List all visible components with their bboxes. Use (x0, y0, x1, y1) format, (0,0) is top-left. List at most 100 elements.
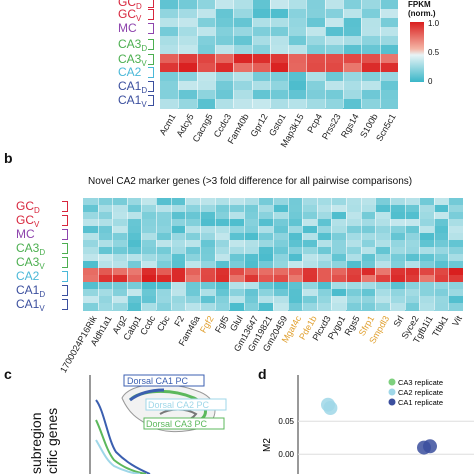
heatmap-b-cell (316, 289, 332, 297)
heatmap-b-cell (448, 212, 464, 220)
panel-c-label-box-ca1 (123, 374, 205, 387)
heatmap-b-cell (287, 254, 303, 262)
heatmap-b-cell (199, 275, 216, 283)
heatmap-a-cell (269, 63, 289, 73)
heatmap-b-cell (302, 282, 318, 290)
heatmap-b-cell (243, 296, 259, 304)
heatmap-a-cell (233, 72, 253, 82)
heatmap-a-cell (196, 0, 216, 10)
heatmap-a-cell (288, 81, 307, 91)
heatmap-b-cell (170, 282, 186, 290)
panel-d-point (423, 439, 437, 454)
heatmap-a-cell (361, 72, 381, 82)
heatmap-b-cell (448, 198, 464, 206)
heatmap-b-cell (156, 219, 172, 227)
panel-a-row-label-sub: D (141, 44, 148, 53)
heatmap-b-cell (156, 240, 172, 248)
heatmap-b-cell (316, 296, 332, 304)
panel-b-letter: b (4, 150, 13, 166)
panel-a-row-label-main: GC (118, 0, 136, 9)
heatmap-b-cell (126, 275, 142, 283)
heatmap-a-cell (361, 36, 381, 46)
heatmap-b-cell (229, 282, 245, 290)
heatmap-b-cell (199, 247, 216, 255)
heatmap-b-cell (360, 275, 376, 283)
heatmap-b-cell (97, 240, 113, 248)
heatmap-a-cell (324, 54, 344, 64)
heatmap-a-cell (251, 18, 271, 28)
heatmap-a-cell (251, 81, 271, 91)
heatmap-b-cell (83, 205, 99, 213)
heatmap-b-cell (316, 268, 332, 276)
heatmap-a-cell (233, 45, 253, 55)
heatmap-b-cell (273, 219, 289, 227)
heatmap-a-cell (160, 81, 179, 91)
heatmap-b-cell (229, 219, 245, 227)
heatmap-b-cell (346, 233, 362, 241)
heatmap-b-cell (287, 233, 303, 241)
heatmap-b-cell (389, 254, 406, 262)
heatmap-a-cell (233, 90, 253, 100)
heatmap-b-cell (258, 233, 274, 241)
heatmap-b-cell (419, 219, 435, 227)
heatmap-b-cell (433, 282, 449, 290)
heatmap-b-cell (273, 205, 289, 213)
panel-c-label-ca2: Dorsal CA2 PC (148, 400, 210, 410)
heatmap-b-cell (83, 303, 99, 311)
heatmap-b-cell (185, 212, 201, 220)
heatmap-a-gridline (269, 0, 271, 108)
heatmap-b-cell (331, 275, 347, 283)
heatmap-b-cell (170, 247, 186, 255)
heatmap-b-cell (199, 212, 216, 220)
heatmap-b-cell (448, 268, 464, 276)
panel-b-row-label-main: GC (16, 199, 34, 213)
panel-b-row-bracket (62, 257, 68, 268)
heatmap-b-cell (287, 226, 303, 234)
heatmap-b-cell (112, 261, 128, 269)
panel-c-label-box-ca3 (143, 417, 225, 430)
heatmap-b-cell (97, 282, 113, 290)
heatmap-b-cell (433, 296, 449, 304)
heatmap-a-cell (196, 90, 216, 100)
heatmap-b-cell (83, 261, 99, 269)
heatmap-a-cell (160, 90, 179, 100)
heatmap-a-cell (160, 36, 179, 46)
panel-a-row-bracket (148, 9, 154, 20)
panel-c-letter: c (4, 366, 12, 382)
heatmap-a-cell (214, 18, 234, 28)
heatmap-b-cell (360, 205, 376, 213)
heatmap-b-cell (243, 282, 259, 290)
heatmap-a-cell (288, 45, 307, 55)
panel-b-row-label-main: CA3 (16, 241, 40, 255)
heatmap-b-cell (243, 205, 259, 213)
heatmap-b-cell (404, 303, 420, 311)
heatmap-a-gridline (361, 0, 362, 108)
fpkm-gradient-bar (410, 22, 424, 82)
heatmap-b-cell (156, 247, 172, 255)
heatmap-a-cell (379, 36, 399, 46)
heatmap-b-cell (199, 268, 216, 276)
heatmap-b-cell (170, 254, 186, 262)
heatmap-b-cell (83, 198, 99, 206)
panel-c-label-ca1: Dorsal CA1 PC (127, 376, 189, 386)
heatmap-a-cell (178, 54, 198, 64)
heatmap-a-cell (269, 27, 289, 37)
heatmap-b-cell (389, 219, 406, 227)
heatmap-b-gridline (156, 198, 157, 310)
heatmap-a-cell (343, 54, 362, 64)
heatmap-b-cell (126, 205, 142, 213)
heatmap-a-cell (214, 27, 234, 37)
heatmap-b-cell (258, 275, 274, 283)
heatmap-b-cell (273, 296, 289, 304)
heatmap-b-gridline (199, 198, 201, 310)
heatmap-a-cell (288, 54, 307, 64)
heatmap-b-cell (302, 303, 318, 311)
heatmap-a-cell (288, 27, 307, 37)
heatmap-a-cell (306, 99, 326, 109)
heatmap-a-cell (288, 99, 307, 109)
heatmap-a-cell (160, 54, 179, 64)
panel-b-row-bracket (62, 285, 68, 296)
panel-b-row-label: GCV (16, 214, 39, 231)
heatmap-b-cell (185, 303, 201, 311)
